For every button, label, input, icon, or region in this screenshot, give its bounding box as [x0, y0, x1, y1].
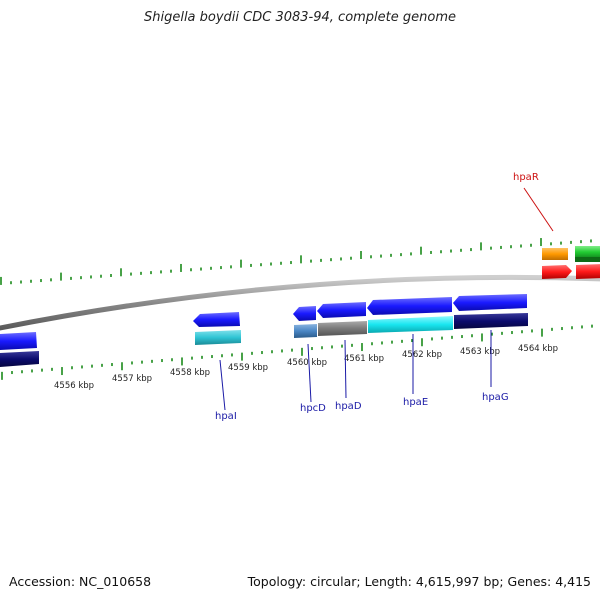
- scale-tick-label: 4561 kbp: [344, 354, 384, 364]
- gene-arrow-hpaE-upper: [367, 297, 452, 315]
- gene-label-leader: [523, 187, 554, 232]
- genome-backbone: [0, 274, 600, 331]
- gene-arrow-hpcD-upper: [293, 306, 316, 321]
- gene-label-hpcD: hpcD: [300, 403, 326, 414]
- reverse-strand-tick-track: [1, 324, 593, 380]
- gene-block-hpaG-lower: [454, 313, 528, 329]
- accession-label: Accession: NC_010658: [9, 574, 152, 589]
- gene-block-hpaD-lower: [318, 321, 367, 336]
- gene-label-hpaG: hpaG: [482, 392, 509, 403]
- gene-block-green: [575, 246, 600, 258]
- gene-arrow-hpaI-upper: [193, 312, 240, 327]
- scale-tick-label: 4562 kbp: [402, 350, 442, 360]
- gene-label-leader: [344, 339, 347, 399]
- scale-tick-label: 4563 kbp: [460, 347, 500, 357]
- map-title: Shigella boydii CDC 3083-94, complete ge…: [143, 10, 457, 25]
- gene-block-hpcD-lower: [294, 324, 317, 338]
- gene-labels: hpaI hpcD hpaD hpaE hpaG hpaR: [215, 172, 554, 422]
- scale-tick-label: 4557 kbp: [112, 374, 152, 384]
- kbp-scale: 4556 kbp 4557 kbp 4558 kbp 4559 kbp 4560 kbp…: [54, 344, 558, 391]
- scale-tick-label: 4559 kbp: [228, 363, 268, 373]
- gene-label-leader: [219, 359, 226, 411]
- gene-block-hpaI-lower: [195, 330, 241, 345]
- gene-arrow-left-partial: [0, 332, 37, 350]
- gene-label-hpaR: hpaR: [513, 172, 539, 183]
- scale-tick-label: 4564 kbp: [518, 344, 558, 354]
- forward-strand-tick-track: [0, 238, 592, 285]
- gene-block-hpaE-lower: [368, 316, 453, 333]
- gene-block-green-dark: [575, 257, 600, 262]
- scale-tick-label: 4560 kbp: [287, 358, 327, 368]
- scale-tick-label: 4556 kbp: [54, 381, 94, 391]
- genome-summary: Topology: circular; Length: 4,615,997 bp…: [247, 574, 591, 589]
- scale-tick-label: 4558 kbp: [170, 368, 210, 378]
- gene-label-hpaD: hpaD: [335, 401, 362, 412]
- gene-arrow-hpaD-upper: [317, 302, 366, 318]
- gene-block-orange: [542, 248, 568, 260]
- gene-arrow-red-left: [542, 265, 572, 279]
- gene-block-left-partial: [0, 351, 39, 367]
- gene-arrow-red-right: [576, 264, 600, 279]
- gene-arrow-hpaG-upper: [453, 294, 527, 311]
- gene-label-hpaE: hpaE: [403, 397, 428, 408]
- gene-label-leader: [307, 343, 312, 403]
- gene-label-hpaI: hpaI: [215, 411, 237, 422]
